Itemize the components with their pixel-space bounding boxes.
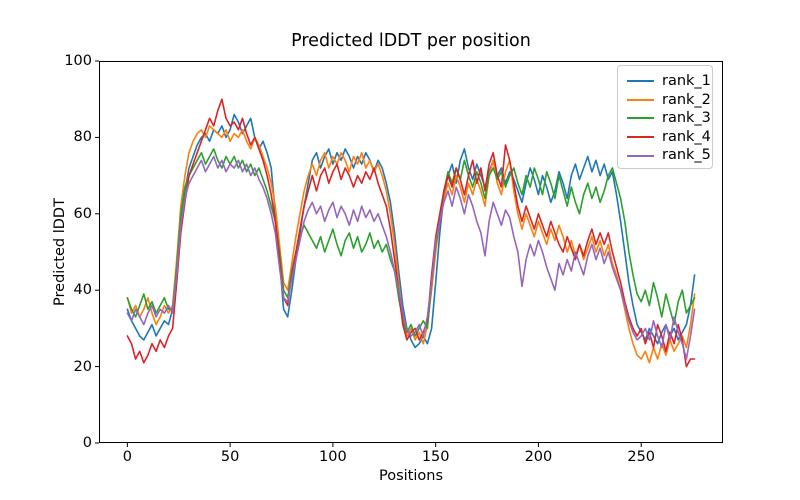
series-line-rank_5	[126, 155, 696, 360]
legend-item: rank_5	[618, 146, 712, 165]
legend-line-sample	[627, 98, 654, 101]
legend-label: rank_3	[662, 110, 711, 127]
legend-item: rank_2	[618, 91, 712, 110]
y-tick-label: 60	[73, 205, 92, 222]
legend-item: rank_1	[618, 72, 712, 91]
legend-label: rank_5	[662, 147, 711, 164]
y-tick-label: 40	[73, 282, 92, 299]
legend-item: rank_3	[618, 109, 712, 128]
y-tick-label: 100	[64, 53, 92, 69]
legend-label: rank_1	[662, 73, 711, 90]
plot-border	[99, 61, 723, 443]
legend-line-sample	[627, 154, 654, 157]
x-tick-label: 150	[421, 449, 450, 465]
series-line-rank_1	[126, 113, 696, 349]
x-tick-label: 200	[524, 449, 553, 465]
x-axis-label: Positions	[378, 468, 443, 484]
legend: rank_1 rank_2 rank_3 rank_4 rank_5	[617, 65, 713, 169]
series-line-rank_2	[126, 125, 696, 364]
y-tick-label: 0	[82, 435, 92, 451]
series-line-rank_4	[126, 98, 696, 368]
x-tick-label: 50	[220, 449, 240, 465]
legend-label: rank_2	[662, 91, 711, 108]
y-tick-label: 20	[73, 358, 92, 375]
x-tick-label: 250	[627, 449, 656, 465]
legend-line-sample	[627, 80, 654, 83]
legend-line-sample	[627, 136, 654, 139]
series-line-rank_3	[126, 148, 696, 337]
chart-title: Predicted lDDT per position	[291, 31, 531, 51]
legend-label: rank_4	[662, 128, 711, 145]
y-tick-label: 80	[73, 129, 92, 146]
x-tick-label: 100	[319, 449, 347, 465]
legend-line-sample	[627, 117, 654, 120]
x-tick-label: 0	[122, 449, 132, 465]
legend-item: rank_4	[618, 128, 712, 147]
